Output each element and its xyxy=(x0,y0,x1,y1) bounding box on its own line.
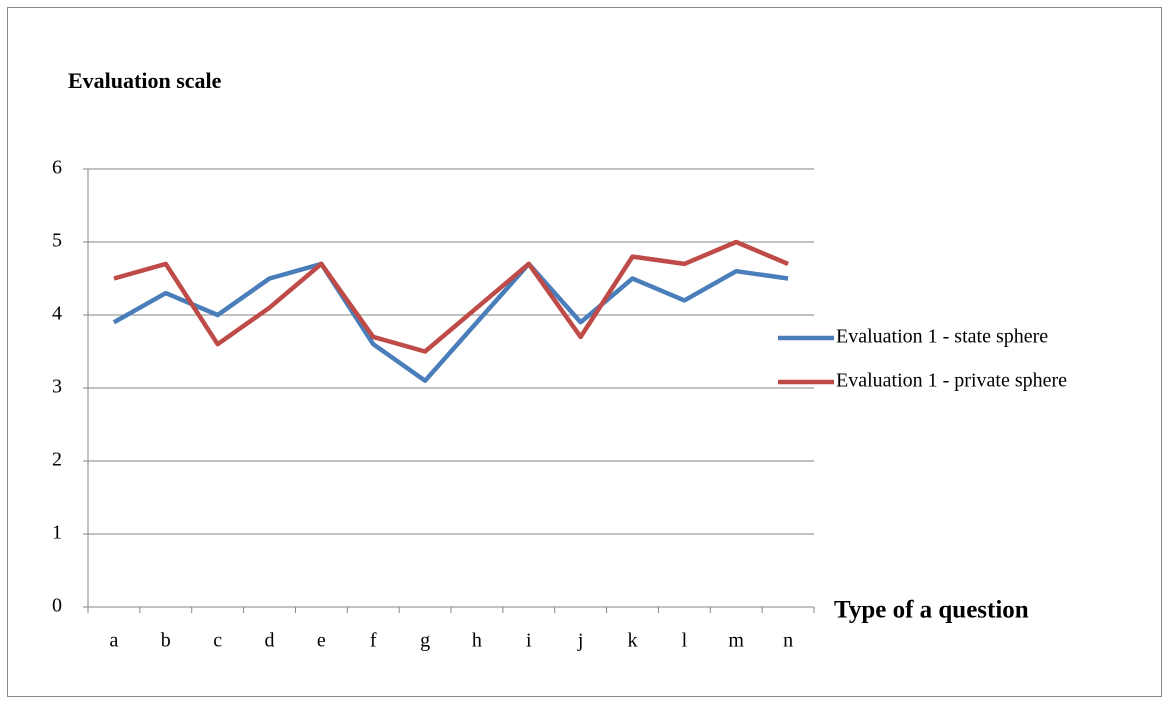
x-tick-label: f xyxy=(370,630,377,652)
chart-frame xyxy=(7,7,1162,697)
x-tick-label: a xyxy=(109,630,118,652)
x-tick-label: j xyxy=(577,630,584,652)
series-line xyxy=(113,239,789,354)
y-tick-label: 4 xyxy=(52,303,62,325)
x-axis-title: Type of a question xyxy=(834,597,1029,624)
y-tick-label: 2 xyxy=(52,449,62,471)
x-tick-label: d xyxy=(265,630,275,652)
x-tick-label: i xyxy=(526,630,532,652)
y-tick-label: 5 xyxy=(52,230,62,252)
legend-label: Evaluation 1 - state sphere xyxy=(836,326,1048,348)
x-tick-label: g xyxy=(420,630,430,652)
x-tick-label: k xyxy=(628,630,638,652)
chart-title: Evaluation scale xyxy=(68,68,222,93)
x-tick-label: n xyxy=(783,630,793,652)
x-tick-label: l xyxy=(682,630,688,652)
y-tick-label: 0 xyxy=(52,595,62,617)
x-tick-label: c xyxy=(213,630,222,652)
y-tick-label: 6 xyxy=(52,157,62,179)
x-tick-label: h xyxy=(472,630,482,652)
series-line xyxy=(112,261,789,383)
y-tick-label: 1 xyxy=(52,522,62,544)
x-tick-label: e xyxy=(317,630,326,652)
x-tick-label: b xyxy=(161,630,171,652)
legend-label: Evaluation 1 - private sphere xyxy=(836,370,1067,392)
x-tick-label: m xyxy=(728,630,744,652)
y-tick-label: 3 xyxy=(52,376,62,398)
